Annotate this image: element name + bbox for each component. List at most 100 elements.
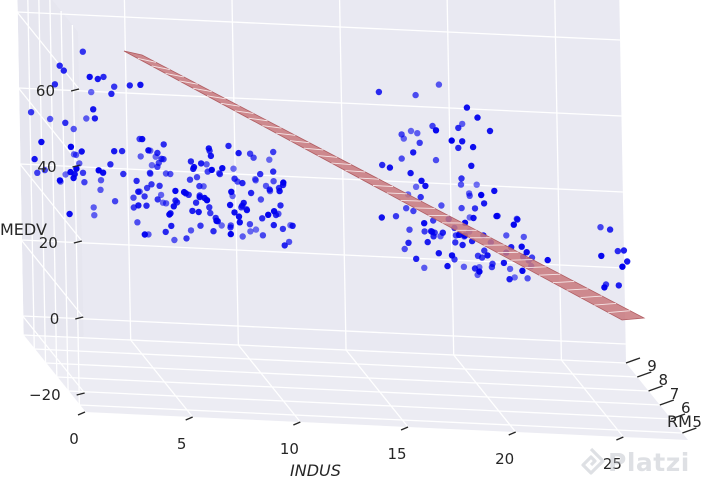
data-point [141, 193, 148, 200]
data-point [160, 156, 167, 163]
data-point [137, 153, 144, 160]
data-point [427, 228, 435, 235]
data-point [207, 209, 214, 217]
data-point [56, 177, 64, 184]
data-point [486, 127, 494, 135]
data-point [147, 147, 154, 154]
watermark: Platzi [576, 447, 690, 477]
data-point [210, 228, 217, 235]
y-tick-label: 7 [670, 385, 680, 403]
data-point [379, 161, 386, 169]
data-point [478, 191, 485, 199]
data-point [155, 159, 162, 167]
x-tick-mark [185, 416, 193, 421]
grid-line-x-floor [453, 354, 517, 433]
data-point [410, 207, 417, 215]
data-point [90, 204, 97, 211]
data-point [624, 258, 631, 265]
grid-line-y-left [16, 0, 24, 336]
data-point [79, 48, 87, 55]
data-point [519, 267, 526, 274]
data-point [183, 235, 190, 242]
data-point [218, 222, 225, 229]
data-point [99, 169, 107, 176]
data-point [275, 184, 283, 192]
grid-line-y-floor [45, 362, 649, 392]
data-point [506, 265, 514, 273]
data-point [430, 233, 437, 240]
grid-line-y-floor [22, 334, 627, 364]
data-point [225, 142, 232, 150]
data-point [405, 239, 412, 246]
data-point [41, 166, 48, 174]
data-point [240, 199, 247, 207]
data-point [172, 187, 179, 195]
plane-mesh-line [179, 80, 198, 85]
plane-mesh-line [386, 192, 407, 195]
data-point [143, 184, 151, 192]
data-point [86, 73, 93, 81]
z-tick-mark [70, 88, 80, 92]
plane-mesh-line [234, 110, 254, 114]
data-point [100, 73, 107, 81]
plane-mesh-line [220, 102, 240, 107]
data-point [235, 149, 242, 157]
data-point [197, 222, 204, 229]
data-point [422, 182, 429, 190]
data-point [196, 192, 203, 199]
plane-mesh-line [317, 155, 338, 158]
data-point [207, 152, 215, 160]
data-point [598, 252, 605, 260]
plane-mesh-line [165, 72, 184, 78]
data-point [484, 252, 491, 259]
data-point [514, 216, 521, 223]
data-point [491, 187, 498, 195]
data-point [474, 252, 482, 259]
data-point [46, 115, 54, 123]
data-point [466, 214, 473, 221]
z-tick-label: 40 [37, 158, 56, 176]
data-point [289, 222, 296, 229]
data-point [398, 155, 405, 162]
data-point [414, 130, 421, 137]
data-point [71, 171, 78, 178]
data-point [219, 165, 226, 172]
data-point [88, 88, 95, 96]
data-point [469, 143, 477, 151]
grid-line-z-left [19, 163, 83, 242]
data-point [403, 205, 410, 212]
data-point [94, 75, 102, 83]
plane-mesh-line [289, 140, 310, 144]
data-point [437, 233, 444, 240]
data-point [70, 125, 77, 133]
data-point [503, 232, 510, 239]
watermark-text: Platzi [608, 447, 690, 477]
data-point [228, 188, 235, 195]
data-point [421, 220, 428, 227]
data-point [79, 169, 87, 176]
plane-mesh-line [372, 185, 394, 187]
grid-line-x-floor [560, 359, 624, 438]
data-point [270, 208, 278, 215]
y-axis-label: RM [667, 412, 692, 431]
data-point [435, 81, 443, 88]
data-point [257, 170, 264, 178]
data-point [280, 179, 287, 186]
data-point [81, 179, 88, 186]
data-point [398, 131, 405, 138]
data-point [270, 221, 277, 229]
data-point [227, 224, 234, 231]
data-point [185, 191, 192, 198]
grid-line-z-left [16, 11, 80, 90]
data-point [154, 196, 161, 203]
plane-mesh-line [206, 95, 226, 100]
data-point [285, 238, 293, 246]
data-point [195, 208, 202, 216]
data-point [111, 83, 118, 90]
plane-mesh-line [248, 117, 268, 122]
grid-line-x-back [123, 0, 132, 341]
data-point [214, 218, 221, 225]
data-point [252, 176, 259, 183]
z-tick-label: −20 [29, 386, 61, 404]
data-point [190, 163, 198, 171]
